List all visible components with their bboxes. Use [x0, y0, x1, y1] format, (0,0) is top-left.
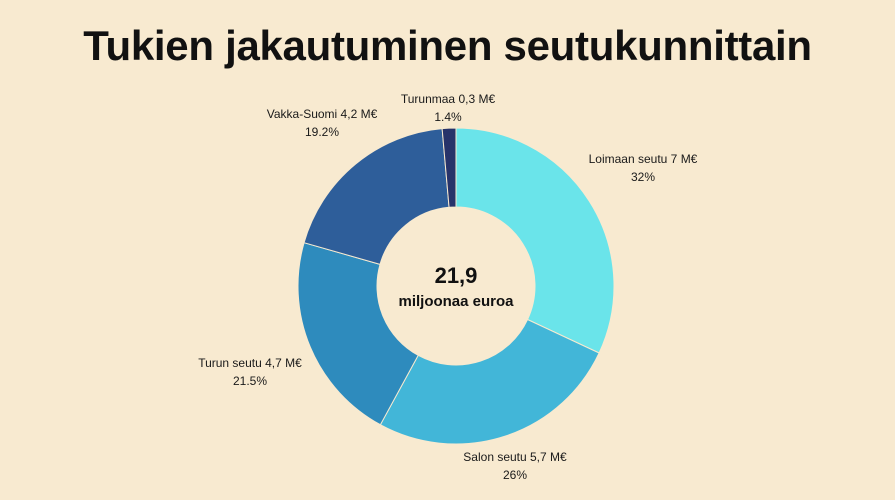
slice-percent-3: 21.5%: [233, 374, 267, 388]
slice-percent-2: 26%: [503, 468, 527, 482]
slice-label-4: Vakka-Suomi 4,2 M€: [267, 107, 378, 121]
center-total-value: 21,9: [435, 263, 478, 288]
slice-3: [297, 242, 419, 426]
slice-label-5: Turunmaa 0,3 M€: [401, 92, 496, 106]
slice-percent-5: 1.4%: [434, 110, 462, 124]
chart-title: Tukien jakautuminen seutukunnittain: [83, 22, 812, 69]
slice-4: [303, 128, 450, 265]
center-total-label: miljoonaa euroa: [398, 293, 514, 310]
slice-labels: Loimaan seutu 7 M€ 32% Salon seutu 5,7 M€ 2…: [198, 92, 698, 482]
slice-label-1: Loimaan seutu 7 M€: [589, 152, 698, 166]
slice-label-2: Salon seutu 5,7 M€: [463, 450, 567, 464]
slice-1: [455, 127, 615, 354]
slice-2: [379, 318, 600, 445]
slice-label-3: Turun seutu 4,7 M€: [198, 356, 302, 370]
slice-5: [441, 127, 457, 208]
slice-percent-1: 32%: [631, 170, 655, 184]
donut-slices: [297, 127, 615, 445]
slice-percent-4: 19.2%: [305, 125, 339, 139]
